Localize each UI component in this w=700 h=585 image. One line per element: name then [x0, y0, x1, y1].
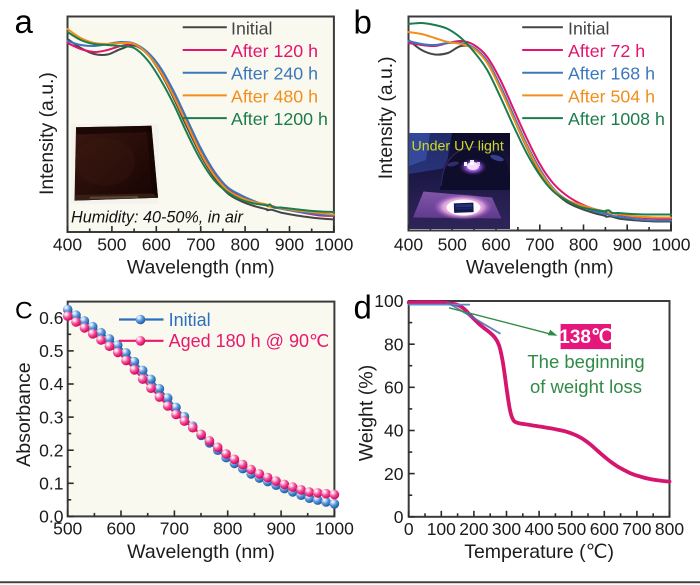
- svg-text:400: 400: [394, 235, 423, 255]
- svg-text:Wavelength (nm): Wavelength (nm): [127, 541, 275, 563]
- svg-text:Humidity: 40-50%, in air: Humidity: 40-50%, in air: [71, 209, 243, 227]
- svg-text:100: 100: [374, 291, 403, 311]
- svg-text:600: 600: [481, 235, 510, 255]
- svg-text:After 72 h: After 72 h: [568, 41, 645, 61]
- svg-text:40: 40: [384, 421, 404, 441]
- svg-text:20: 20: [384, 464, 404, 484]
- svg-text:b: b: [354, 4, 372, 41]
- svg-text:80: 80: [384, 334, 404, 354]
- svg-text:700: 700: [622, 519, 651, 539]
- svg-text:Under UV light: Under UV light: [412, 139, 504, 155]
- svg-text:Initial: Initial: [169, 310, 211, 330]
- svg-text:138℃: 138℃: [559, 327, 612, 348]
- svg-text:Initial: Initial: [568, 18, 610, 38]
- svg-text:60: 60: [384, 378, 404, 398]
- svg-text:After 504 h: After 504 h: [568, 86, 655, 106]
- svg-text:600: 600: [590, 519, 619, 539]
- svg-text:After 168 h: After 168 h: [568, 64, 655, 84]
- svg-text:400: 400: [53, 235, 82, 255]
- svg-text:600: 600: [106, 519, 135, 539]
- svg-text:0.1: 0.1: [39, 474, 63, 494]
- svg-text:a: a: [15, 3, 34, 40]
- svg-text:The beginning: The beginning: [527, 351, 644, 372]
- svg-text:Temperature (℃): Temperature (℃): [464, 541, 614, 563]
- svg-text:500: 500: [97, 235, 126, 255]
- svg-text:d: d: [354, 288, 372, 325]
- svg-text:Absorbance: Absorbance: [13, 362, 35, 467]
- svg-text:900: 900: [275, 235, 304, 255]
- svg-text:700: 700: [186, 235, 215, 255]
- svg-text:200: 200: [459, 519, 488, 539]
- svg-text:800: 800: [213, 519, 242, 539]
- svg-text:0: 0: [394, 507, 404, 527]
- svg-text:Weight (%): Weight (%): [355, 365, 377, 462]
- svg-text:900: 900: [613, 235, 642, 255]
- svg-text:Wavelength (nm): Wavelength (nm): [466, 257, 614, 279]
- svg-text:0.5: 0.5: [39, 341, 63, 361]
- svg-text:After 120 h: After 120 h: [231, 41, 318, 61]
- svg-text:1000: 1000: [314, 235, 353, 255]
- svg-text:700: 700: [525, 235, 554, 255]
- svg-text:500: 500: [557, 519, 586, 539]
- svg-text:500: 500: [438, 235, 467, 255]
- svg-text:C: C: [15, 297, 33, 324]
- svg-text:Intensity (a.u.): Intensity (a.u.): [36, 72, 58, 195]
- svg-text:800: 800: [230, 235, 259, 255]
- svg-text:Wavelength (nm): Wavelength (nm): [127, 257, 275, 279]
- svg-text:0.6: 0.6: [39, 308, 63, 328]
- svg-text:After 1200 h: After 1200 h: [231, 109, 328, 129]
- svg-text:900: 900: [266, 519, 295, 539]
- svg-text:100: 100: [427, 519, 456, 539]
- svg-text:800: 800: [569, 235, 598, 255]
- svg-text:After 1008 h: After 1008 h: [568, 109, 665, 129]
- svg-text:800: 800: [655, 519, 684, 539]
- svg-text:700: 700: [160, 519, 189, 539]
- svg-text:After 480 h: After 480 h: [231, 86, 318, 106]
- svg-text:0.2: 0.2: [39, 440, 63, 460]
- svg-text:Aged 180 h @ 90℃: Aged 180 h @ 90℃: [169, 331, 330, 351]
- svg-text:500: 500: [53, 519, 82, 539]
- svg-text:After 240 h: After 240 h: [231, 64, 318, 84]
- svg-text:Intensity (a.u.): Intensity (a.u.): [375, 56, 397, 179]
- svg-text:600: 600: [142, 235, 171, 255]
- svg-text:Initial: Initial: [231, 18, 273, 38]
- svg-text:of weight loss: of weight loss: [530, 376, 642, 397]
- svg-text:1000: 1000: [315, 519, 354, 539]
- svg-text:0.4: 0.4: [39, 374, 64, 394]
- svg-text:400: 400: [524, 519, 553, 539]
- svg-text:300: 300: [492, 519, 521, 539]
- svg-text:0.0: 0.0: [39, 507, 64, 527]
- svg-text:1000: 1000: [652, 235, 691, 255]
- svg-text:0.3: 0.3: [39, 407, 63, 427]
- svg-text:0: 0: [404, 519, 414, 539]
